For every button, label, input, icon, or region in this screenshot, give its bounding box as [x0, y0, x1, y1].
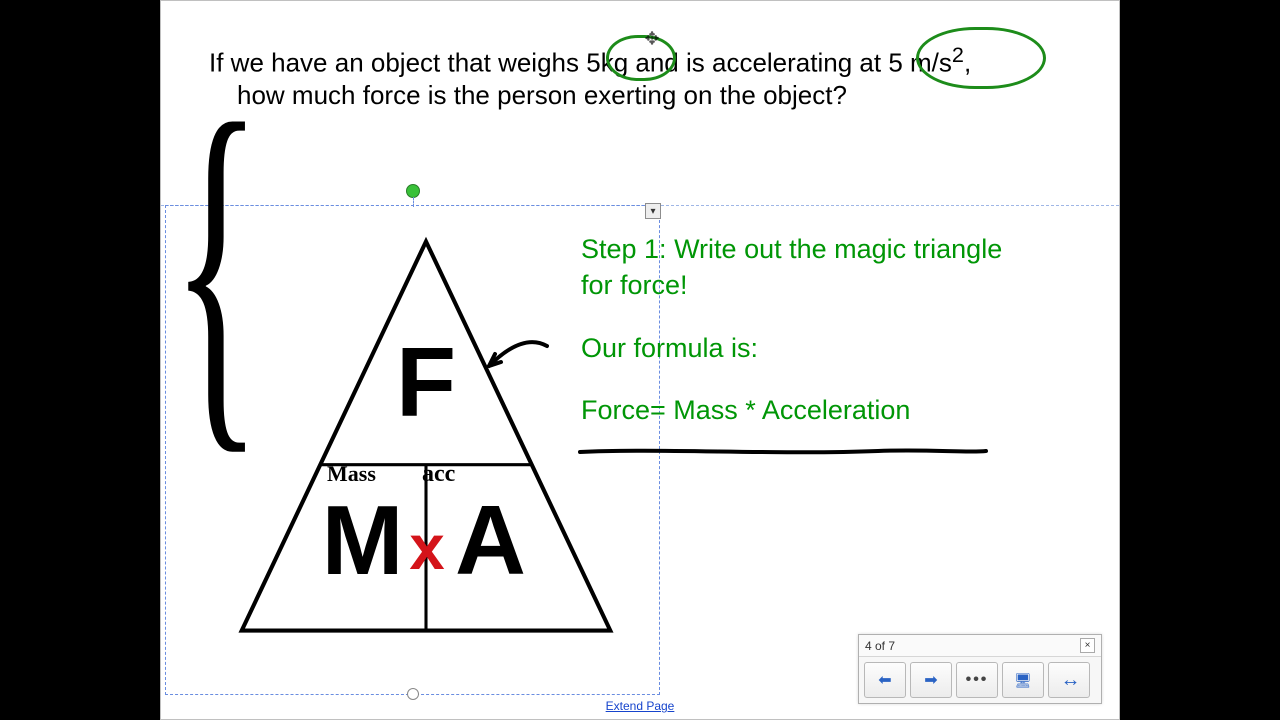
- triangle-times-x: x: [409, 513, 444, 583]
- step1-line-a: Step 1: Write out the magic triangle: [581, 234, 1002, 264]
- arrow-left-icon: ⬅: [878, 670, 891, 690]
- fit-width-button[interactable]: ↔: [1048, 662, 1090, 698]
- page-counter-label: 4 of 7: [865, 639, 895, 653]
- fit-width-icon: ↔: [1061, 669, 1078, 692]
- triangle-letter-A: A: [455, 485, 526, 595]
- monitor-icon: 🖥: [1014, 672, 1032, 689]
- rotate-handle-icon[interactable]: [406, 184, 420, 198]
- next-page-button[interactable]: ➡: [910, 662, 952, 698]
- step1-line-b: for force!: [581, 270, 688, 300]
- ellipsis-icon: •••: [966, 671, 989, 689]
- handwritten-label-acc: acc: [422, 461, 455, 488]
- navigator-close-icon[interactable]: ×: [1080, 638, 1095, 653]
- whiteboard-stage: If we have an object that weighs 5kg and…: [160, 0, 1120, 720]
- arrow-pointing-at-F-icon: [479, 336, 549, 380]
- fullscreen-button[interactable]: 🖥: [1002, 662, 1044, 698]
- page-sorter-button[interactable]: •••: [956, 662, 998, 698]
- move-cursor-icon: ✥: [644, 29, 659, 50]
- prev-page-button[interactable]: ⬅: [864, 662, 906, 698]
- q-line2: how much force is the person exerting on…: [209, 79, 1099, 112]
- question-text: If we have an object that weighs 5kg and…: [209, 41, 1099, 112]
- formula-underline-icon: [578, 443, 988, 453]
- q-part-a: If we have an object that weighs: [209, 48, 586, 78]
- formula-lead: Our formula is:: [581, 330, 1101, 366]
- triangle-letter-F: F: [396, 327, 456, 437]
- q-part-c: and is accelerating at: [628, 48, 888, 78]
- q-part-e: ,: [964, 48, 971, 78]
- page-navigator[interactable]: 4 of 7 × ⬅ ➡ ••• 🖥 ↔: [858, 634, 1102, 704]
- triangle-letter-M: M: [322, 485, 404, 595]
- arrow-right-icon: ➡: [924, 670, 937, 690]
- steps-text-block: Step 1: Write out the magic triangle for…: [581, 231, 1101, 429]
- q-accel-sup: 2: [952, 42, 964, 67]
- object-menu-dropdown-icon[interactable]: ▾: [645, 203, 661, 219]
- resize-handle-bottom[interactable]: [407, 688, 419, 700]
- q-accel-value: 5 m/s: [888, 48, 952, 78]
- extend-page-link[interactable]: Extend Page: [606, 699, 675, 713]
- formula-text: Force= Mass * Acceleration: [581, 392, 1101, 428]
- handwritten-label-mass: Mass: [327, 461, 376, 487]
- q-mass-value: 5kg: [586, 48, 628, 78]
- force-magic-triangle: F M A x: [211, 221, 641, 651]
